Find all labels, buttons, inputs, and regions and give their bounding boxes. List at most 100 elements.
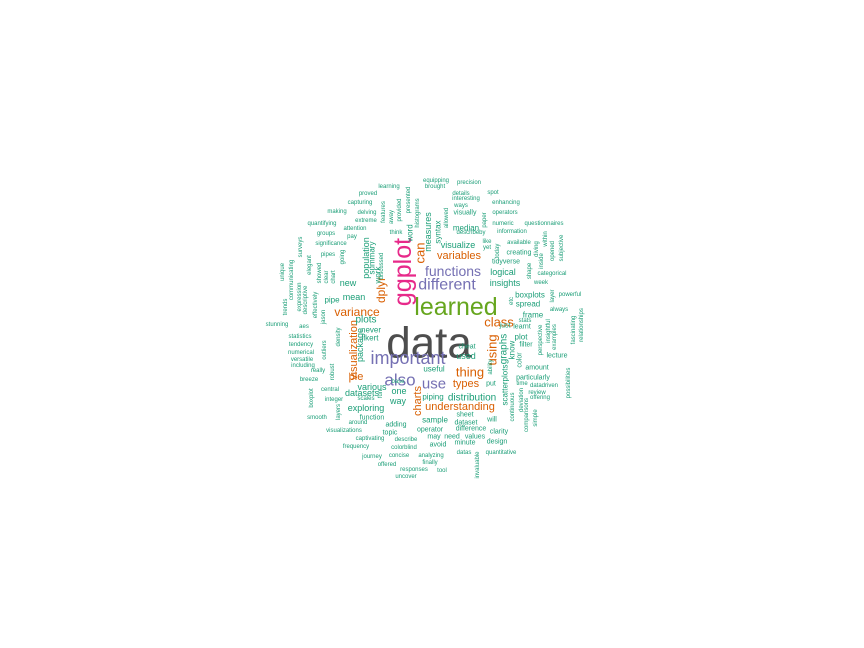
word-trends: trends bbox=[283, 299, 289, 316]
word-work: work bbox=[374, 266, 383, 285]
word-stats: stats bbox=[519, 318, 532, 324]
word-know: know bbox=[508, 340, 517, 359]
word-avoid: avoid bbox=[430, 442, 447, 449]
word-chart: chart bbox=[331, 270, 337, 284]
word-operator: operator bbox=[417, 427, 444, 434]
word-way: way bbox=[389, 396, 407, 406]
word-understanding: understanding bbox=[425, 401, 495, 413]
word-categorical: categorical bbox=[537, 271, 566, 277]
word-interesting: interesting bbox=[452, 196, 480, 202]
word-effectively: effectively bbox=[313, 292, 319, 319]
word-insightful: insightful bbox=[546, 319, 552, 343]
word-finally: finally bbox=[422, 460, 437, 466]
word-spot: spot bbox=[487, 190, 499, 196]
word-invaluable: invaluable bbox=[475, 451, 481, 479]
word-put: put bbox=[486, 381, 496, 388]
word-group: datalearnedggplotimportantdifferentfunct… bbox=[266, 178, 585, 480]
word-uncover: uncover bbox=[395, 474, 416, 480]
word-word: word bbox=[406, 224, 415, 242]
word-important: important bbox=[370, 348, 445, 368]
word-lecture: lecture bbox=[546, 353, 567, 360]
word-equipping: equipping bbox=[423, 178, 449, 184]
word-package: package bbox=[355, 328, 365, 362]
word-various: various bbox=[357, 382, 387, 392]
word-statistics: statistics bbox=[288, 334, 311, 340]
word-unique: unique bbox=[280, 262, 286, 281]
word-features: features bbox=[381, 201, 387, 223]
word-minute: minute bbox=[454, 440, 475, 447]
word-variables: variables bbox=[437, 250, 482, 262]
word-central: central bbox=[321, 387, 339, 393]
word-amount: amount bbox=[525, 365, 548, 372]
word-base: base bbox=[391, 379, 405, 385]
word-time: time bbox=[516, 381, 528, 387]
word-available: available bbox=[507, 240, 531, 246]
word-think: think bbox=[390, 230, 404, 236]
word-integer: integer bbox=[325, 397, 343, 403]
word-tool: tool bbox=[437, 468, 447, 474]
word-can: can bbox=[413, 243, 428, 264]
word-use: use bbox=[422, 376, 446, 393]
word-opened: opened bbox=[550, 241, 556, 261]
word-analyzing: analyzing bbox=[418, 453, 443, 459]
word-information: information bbox=[497, 229, 527, 235]
word-filter: filter bbox=[519, 342, 533, 349]
word-simple: simple bbox=[533, 409, 539, 427]
word-concise: concise bbox=[389, 453, 410, 459]
word-functions: functions bbox=[425, 263, 481, 279]
word-will: will bbox=[486, 417, 497, 424]
word-learning: learning bbox=[378, 184, 399, 190]
word-dataset: dataset bbox=[455, 420, 478, 427]
word-also: also bbox=[384, 371, 415, 390]
word-visualizations: visualizations bbox=[326, 428, 362, 434]
word-describe: describe bbox=[395, 437, 418, 443]
word-ability: ability bbox=[488, 359, 494, 374]
word-density: density bbox=[336, 327, 342, 346]
word-distribution: distribution bbox=[448, 393, 496, 404]
word-exploring: exploring bbox=[348, 403, 385, 413]
word-making: making bbox=[327, 209, 346, 215]
word-aes: aes bbox=[299, 324, 309, 330]
word-values: values bbox=[465, 434, 486, 441]
word-scales: scales bbox=[357, 396, 374, 402]
word-piping: piping bbox=[422, 393, 443, 402]
word-learnt: learnt bbox=[513, 324, 531, 331]
word-cheat: cheat bbox=[458, 344, 475, 351]
word-particularly: particularly bbox=[516, 375, 550, 382]
word-offered: offered bbox=[378, 462, 397, 468]
word-communicating: communicating bbox=[289, 260, 295, 300]
word-useful: useful bbox=[423, 365, 445, 374]
word-like: like bbox=[482, 239, 492, 245]
word-paper: paper bbox=[482, 212, 488, 227]
word-inside: inside bbox=[539, 253, 545, 269]
word-comparisons: comparisons bbox=[524, 398, 530, 432]
word-delving: delving bbox=[357, 210, 376, 216]
word-learned: learned bbox=[414, 293, 497, 321]
word-away: away bbox=[389, 210, 395, 224]
word-proved: proved bbox=[359, 191, 377, 197]
word-week: week bbox=[533, 280, 549, 286]
word-boxplots: boxplots bbox=[515, 291, 545, 300]
word-possibilities: possibilities bbox=[566, 368, 572, 399]
word-one: one bbox=[391, 386, 406, 396]
word-may: may bbox=[427, 434, 441, 441]
word-ways: ways bbox=[453, 203, 468, 209]
word-relationships: relationships bbox=[579, 308, 585, 342]
word-histograms: histograms bbox=[415, 198, 421, 227]
word-never: never bbox=[361, 326, 381, 335]
word-numeric: numeric bbox=[492, 221, 513, 227]
word-provided: provided bbox=[397, 198, 403, 221]
word-summary: summary bbox=[368, 242, 377, 275]
word-quantifying: quantifying bbox=[307, 221, 336, 227]
word-always: always bbox=[550, 307, 568, 313]
word-frequency: frequency bbox=[343, 444, 369, 450]
word-showed: showed bbox=[317, 263, 323, 284]
word-allowed: allowed bbox=[444, 208, 450, 228]
word-population: population bbox=[361, 237, 371, 279]
word-questionnaires: questionnaires bbox=[524, 221, 563, 227]
word-color: color bbox=[517, 352, 524, 368]
word-examples: examples bbox=[552, 324, 558, 350]
word-new: new bbox=[340, 278, 357, 288]
word-powerful: powerful bbox=[559, 292, 582, 298]
